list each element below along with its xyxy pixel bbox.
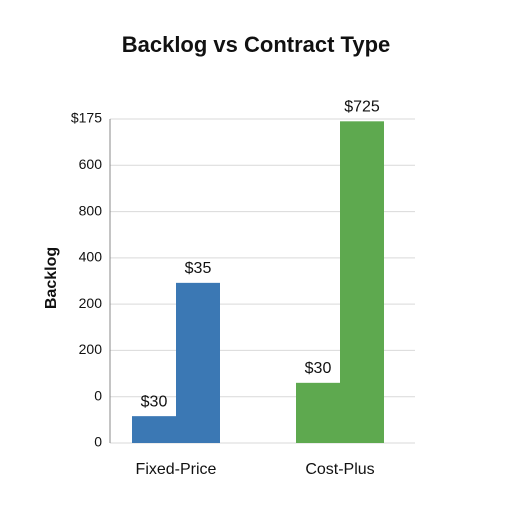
bar	[132, 416, 176, 443]
y-tick-label: 200	[79, 295, 103, 311]
bar	[296, 382, 340, 443]
bar	[340, 121, 384, 444]
value-label: $30	[141, 393, 168, 410]
bar	[176, 282, 220, 443]
y-tick-label: $175	[71, 110, 102, 126]
x-tick-label: Cost-Plus	[305, 461, 374, 478]
y-tick-label: 400	[79, 249, 103, 265]
value-label: $35	[185, 260, 212, 277]
y-tick-label: 0	[94, 387, 102, 403]
chart-title: Backlog vs Contract Type	[122, 32, 391, 57]
y-tick-label: 200	[79, 341, 103, 357]
y-tick-label: 600	[79, 156, 103, 172]
y-tick-label: 0	[94, 434, 102, 450]
x-tick-label: Fixed-Price	[136, 461, 217, 478]
y-axis-label: Backlog	[43, 247, 60, 309]
value-label: $725	[344, 99, 380, 116]
value-label: $30	[305, 360, 332, 377]
y-tick-label: 800	[79, 202, 103, 218]
